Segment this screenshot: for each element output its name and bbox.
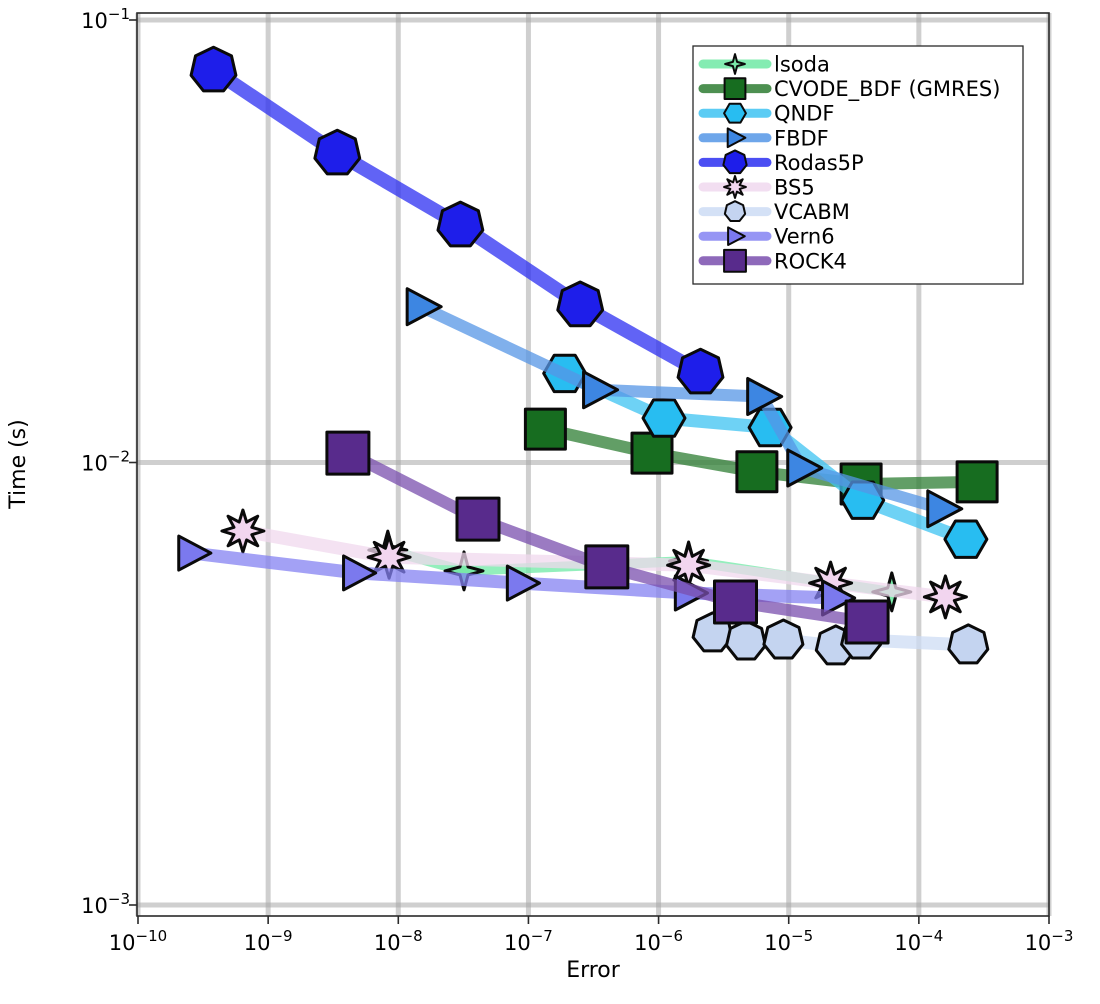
legend-rtriangle-marker xyxy=(727,226,746,247)
legend-star4-marker xyxy=(724,53,746,75)
plot-frame xyxy=(136,12,1050,917)
legend-entry-qndf: QNDF xyxy=(698,102,835,126)
rtriangle-marker xyxy=(746,377,784,416)
square-marker xyxy=(584,544,630,590)
star8-marker xyxy=(922,574,968,620)
legend-entry-vern6: Vern6 xyxy=(698,225,835,249)
hexagon-marker xyxy=(641,398,687,438)
legend-label: lsoda xyxy=(774,53,830,77)
rtriangle-marker xyxy=(177,534,213,572)
heptagon-marker xyxy=(676,347,725,395)
legend-entry-rodas5p: Rodas5P xyxy=(698,149,864,175)
tick-label: 10−7 xyxy=(504,927,553,955)
square-marker xyxy=(713,579,758,625)
heptagon-marker xyxy=(947,623,990,665)
heptagon-marker xyxy=(556,280,605,328)
square-marker xyxy=(844,599,890,645)
legend-heptagon-marker xyxy=(723,200,747,222)
tick-label: 10−9 xyxy=(244,927,293,955)
heptagon-marker xyxy=(189,45,238,93)
heptagon-marker xyxy=(313,128,362,176)
legend-entry-lsoda: lsoda xyxy=(698,53,830,77)
rtriangle-marker xyxy=(582,370,620,410)
y-axis-label: Time (s) xyxy=(6,419,31,509)
rtriangle-marker xyxy=(926,489,964,529)
square-marker xyxy=(630,431,674,475)
series-layer xyxy=(177,45,999,666)
legend-label: CVODE_BDF (GMRES) xyxy=(774,77,1000,102)
rtriangle-marker xyxy=(342,554,378,592)
heptagon-marker xyxy=(725,619,767,661)
x-axis-label: Error xyxy=(566,958,621,983)
tick-label: 10−3 xyxy=(1025,927,1074,955)
heptagon-marker xyxy=(436,200,485,248)
heptagon-marker xyxy=(762,618,805,660)
tick-layer: 10−10 10−9 10−8 10−7 10−6 10−5 10−4 10−3 10−1 10−… xyxy=(81,5,1073,955)
tick-label: 10−10 xyxy=(109,927,167,955)
legend-entry-rock4: ROCK4 xyxy=(698,248,847,273)
legend-entry-cvode-bdf-gmres-: CVODE_BDF (GMRES) xyxy=(698,77,1000,102)
legend-rtriangle-marker xyxy=(726,127,747,149)
legend-entry-fbdf: FBDF xyxy=(698,126,829,150)
legend-label: Rodas5P xyxy=(774,151,864,175)
series-rock4 xyxy=(325,430,890,645)
rtriangle-marker xyxy=(405,287,443,327)
hexagon-marker xyxy=(943,519,989,559)
square-marker xyxy=(955,460,999,504)
legend-label: Vern6 xyxy=(774,225,835,249)
star8-marker xyxy=(220,508,266,554)
square-marker xyxy=(455,496,501,542)
legend-heptagon-marker xyxy=(722,149,748,175)
legend-label: FBDF xyxy=(774,126,829,150)
series-fbdf xyxy=(405,287,964,529)
legend-entry-vcabm: VCABM xyxy=(698,200,850,224)
series-rodas5p xyxy=(189,45,725,395)
tick-label: 10−1 xyxy=(81,5,130,33)
legend-entry-bs5: BS5 xyxy=(698,175,815,200)
tick-label: 10−4 xyxy=(894,927,943,955)
legend-label: ROCK4 xyxy=(774,249,847,273)
rtriangle-marker xyxy=(786,448,824,488)
legend-square-marker xyxy=(723,248,747,273)
tick-label: 10−8 xyxy=(374,927,423,955)
square-marker xyxy=(735,450,779,494)
tick-label: 10−6 xyxy=(634,927,683,955)
legend-label: BS5 xyxy=(774,176,815,200)
legend-star8-marker xyxy=(723,175,747,199)
square-marker xyxy=(523,407,567,451)
star4-marker xyxy=(443,550,485,592)
legend-label: QNDF xyxy=(774,102,835,126)
legend-square-marker xyxy=(723,77,747,100)
tick-label: 10−5 xyxy=(764,927,813,955)
tick-label: 10−3 xyxy=(81,890,130,918)
rtriangle-marker xyxy=(505,564,541,602)
legend-hexagon-marker xyxy=(723,102,747,124)
legend-label: VCABM xyxy=(774,200,850,224)
square-marker xyxy=(325,430,371,476)
rtriangle-marker xyxy=(821,579,857,617)
tick-label: 10−2 xyxy=(81,448,130,476)
